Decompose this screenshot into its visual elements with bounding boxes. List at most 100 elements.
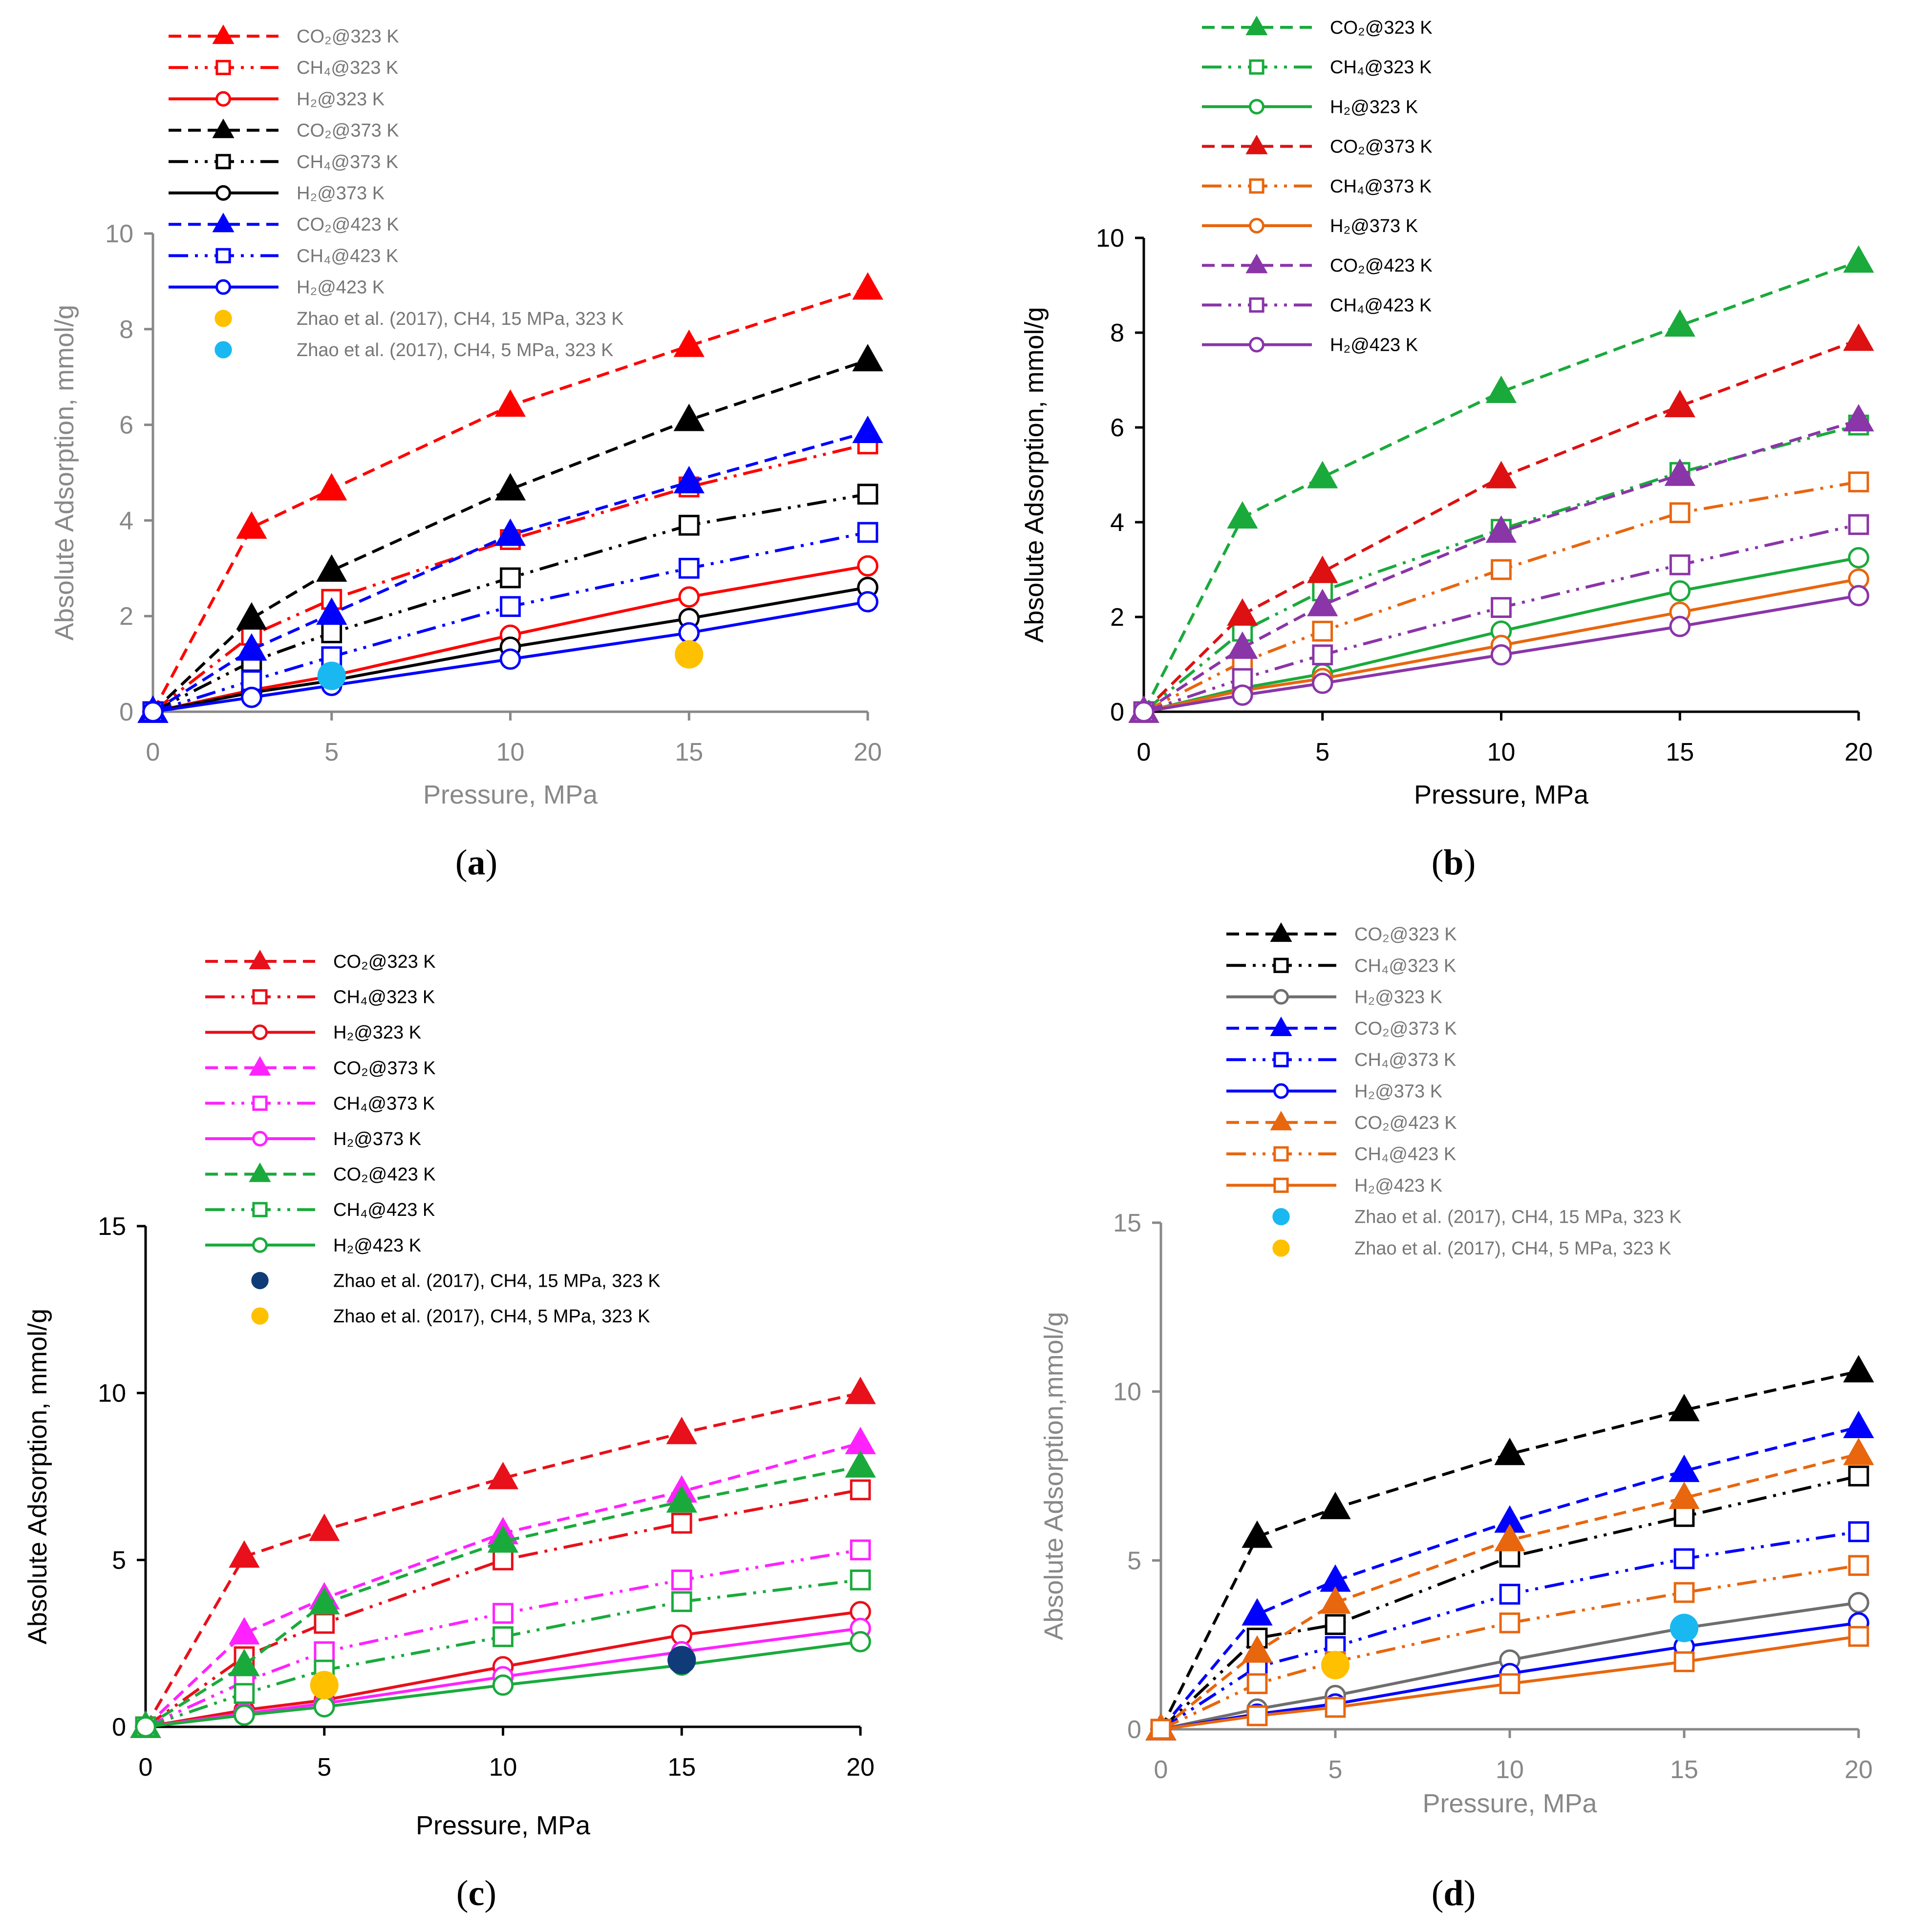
data-point bbox=[1307, 589, 1338, 616]
legend-label: CH₄@323 K bbox=[1354, 955, 1456, 976]
data-point bbox=[1848, 1592, 1869, 1614]
legend-item: Zhao et al. (2017), CH4, 15 MPa, 323 K bbox=[214, 309, 624, 329]
data-point bbox=[1848, 1555, 1869, 1576]
series-5 bbox=[142, 484, 878, 722]
x-tick-label: 20 bbox=[1844, 1756, 1873, 1784]
legend-marker bbox=[1272, 1239, 1290, 1257]
chart-panel-c: 0 5 10 15 0 5 10 15 20 Pressure, MPa Absolute Adso… bbox=[23, 950, 876, 1913]
legend-item: CO₂@323 K bbox=[169, 24, 399, 47]
legend-marker bbox=[251, 1307, 269, 1325]
data-point bbox=[1227, 598, 1258, 626]
data-point bbox=[1490, 644, 1512, 666]
legend-label: Zhao et al. (2017), CH4, 15 MPa, 323 K bbox=[297, 309, 624, 329]
data-point bbox=[1325, 1614, 1346, 1635]
data-point bbox=[1843, 323, 1874, 351]
data-point bbox=[1232, 684, 1253, 706]
caption-paren-close: ) bbox=[486, 843, 498, 883]
x-tick-label: 20 bbox=[1844, 738, 1873, 766]
data-point bbox=[850, 1539, 871, 1561]
legend-item: CO₂@373 K bbox=[1226, 1017, 1457, 1039]
series-11 bbox=[1321, 1651, 1350, 1679]
legend-item: Zhao et al. (2017), CH4, 15 MPa, 323 K bbox=[1272, 1207, 1682, 1228]
legend-marker bbox=[1270, 1110, 1292, 1130]
legend-marker bbox=[249, 1162, 271, 1182]
caption-paren-close: ) bbox=[1464, 843, 1476, 883]
series-line bbox=[151, 359, 868, 713]
legend-item: CO₂@323 K bbox=[1202, 16, 1433, 38]
legend-item: H₂@373 K bbox=[1226, 1082, 1442, 1102]
legend-label: H₂@373 K bbox=[1354, 1082, 1442, 1102]
series-line bbox=[145, 1640, 861, 1728]
data-point bbox=[1843, 404, 1874, 432]
legend-label: CH₄@423 K bbox=[1330, 295, 1432, 316]
data-point bbox=[135, 1716, 156, 1738]
series-line bbox=[1142, 338, 1860, 713]
x-tick-label: 10 bbox=[1496, 1756, 1524, 1784]
data-point bbox=[673, 466, 705, 493]
chart-panel-d: 0 5 10 15 0 5 10 15 20 Pressure, MPa Absolute Adso… bbox=[1039, 922, 1874, 1913]
data-point bbox=[229, 1540, 260, 1568]
x-tick-label: 15 bbox=[675, 738, 703, 766]
legend-label: CH₄@423 K bbox=[297, 246, 398, 266]
legend-item: CO₂@373 K bbox=[1202, 134, 1433, 157]
y-tick-label: 5 bbox=[1127, 1547, 1141, 1575]
y-tick-label: 10 bbox=[1113, 1378, 1141, 1406]
legend-marker bbox=[215, 154, 231, 170]
legend-label: Zhao et al. (2017), CH4, 15 MPa, 323 K bbox=[1354, 1207, 1682, 1228]
legend-item: Zhao et al. (2017), CH4, 15 MPa, 323 K bbox=[251, 1271, 661, 1291]
data-point bbox=[1499, 1673, 1521, 1695]
x-tick-label: 0 bbox=[1137, 738, 1151, 766]
legend-marker bbox=[252, 989, 268, 1005]
series-5 bbox=[1133, 471, 1869, 722]
legend-label: CH₄@423 K bbox=[333, 1200, 435, 1220]
panel-caption: (d) bbox=[1432, 1873, 1476, 1913]
legend-item: CH₄@373 K bbox=[1226, 1050, 1456, 1070]
y-tick-label: 15 bbox=[1113, 1209, 1141, 1237]
series-line bbox=[1143, 594, 1859, 713]
legend-item: H₂@373 K bbox=[205, 1129, 421, 1149]
data-point bbox=[850, 1631, 871, 1653]
legend-item: CH₄@423 K bbox=[169, 246, 398, 266]
legend-label: H₂@373 K bbox=[333, 1129, 421, 1149]
x-tick-label: 5 bbox=[317, 1753, 331, 1782]
y-tick-label: 0 bbox=[1110, 698, 1124, 726]
data-point bbox=[1491, 559, 1512, 580]
chart-panel-a: 0 2 4 6 8 10 0 5 10 15 20 Pressure, MPa Absolute Ads… bbox=[50, 24, 883, 883]
series-line bbox=[145, 1488, 861, 1728]
legend-label: CO₂@423 K bbox=[297, 214, 399, 235]
legend-item: H₂@323 K bbox=[205, 1022, 421, 1043]
y-axis-label: Absolute Adsorption,mmol/g bbox=[1039, 1312, 1069, 1640]
series-line bbox=[1143, 424, 1859, 713]
legend-marker bbox=[212, 118, 235, 138]
series-9 bbox=[1133, 585, 1869, 722]
caption-paren-open: ( bbox=[1432, 843, 1444, 883]
x-tick-label: 0 bbox=[139, 1753, 153, 1782]
legend-marker bbox=[1270, 922, 1292, 942]
series-10 bbox=[667, 1646, 696, 1675]
data-point bbox=[1848, 1626, 1869, 1647]
series-line bbox=[152, 564, 868, 713]
series-line bbox=[152, 492, 868, 713]
legend-marker bbox=[1273, 1146, 1289, 1162]
data-point bbox=[500, 596, 521, 617]
data-point bbox=[314, 1613, 335, 1634]
legend-marker bbox=[251, 1272, 269, 1290]
legend-item: H₂@423 K bbox=[205, 1235, 421, 1256]
series-line bbox=[152, 442, 868, 713]
data-point bbox=[1843, 1355, 1874, 1382]
caption-paren-open: ( bbox=[455, 843, 468, 883]
series-line bbox=[1160, 1564, 1859, 1731]
legend-label: CH₄@373 K bbox=[1330, 176, 1432, 197]
series-line bbox=[152, 531, 868, 713]
data-point bbox=[500, 567, 521, 589]
data-point bbox=[857, 555, 878, 577]
data-point bbox=[487, 1525, 519, 1553]
legend-item: CH₄@423 K bbox=[1226, 1144, 1456, 1165]
y-tick-label: 10 bbox=[98, 1380, 126, 1408]
caption-paren-close: ) bbox=[484, 1873, 496, 1913]
data-point bbox=[493, 1549, 514, 1571]
legend-marker bbox=[1273, 957, 1289, 973]
legend-marker bbox=[215, 248, 231, 264]
series-1 bbox=[130, 1377, 876, 1738]
